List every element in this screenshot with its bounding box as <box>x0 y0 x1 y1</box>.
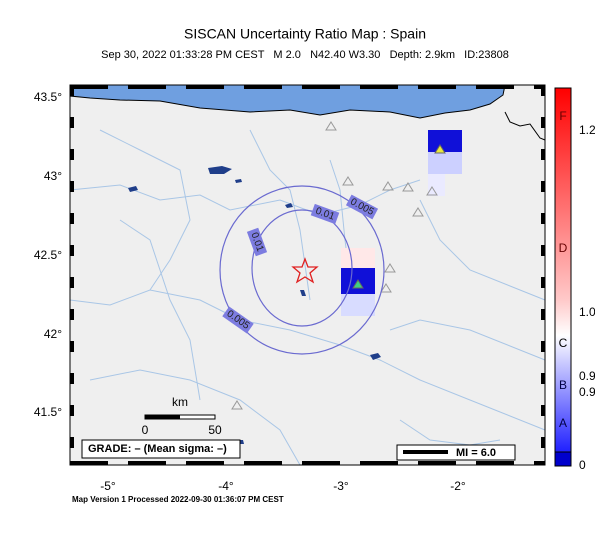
colorbar-label: 0.9 <box>579 369 595 383</box>
colorbar-label: 1.0 <box>579 305 595 319</box>
y-tick-label: 42° <box>44 327 62 341</box>
colorbar: F D C B A 1.2 1.0 0.9 0.9 0 <box>554 87 595 472</box>
y-tick-label: 43.5° <box>34 90 62 104</box>
scale-tick: 50 <box>208 423 222 437</box>
x-tick-label: -4° <box>218 479 234 493</box>
y-tick-label: 42.5° <box>34 248 62 262</box>
x-tick-label: -3° <box>333 479 349 493</box>
mi-text: MI = 6.0 <box>456 447 496 459</box>
colorbar-label: 1.2 <box>579 123 595 137</box>
grade-letter: F <box>559 109 566 123</box>
y-tick-label: 43° <box>44 169 62 183</box>
grade-letter: D <box>559 241 568 255</box>
grade-letter: B <box>559 378 567 392</box>
frame <box>69 84 546 466</box>
coast <box>504 111 546 141</box>
scale-unit: km <box>172 395 188 409</box>
colorbar-label: 0 <box>579 458 586 472</box>
scale-tick: 0 <box>142 423 149 437</box>
grade-letter: A <box>559 416 567 430</box>
grade-text: GRADE: – (Mean sigma: –) <box>88 443 227 455</box>
sea <box>69 84 506 119</box>
stations <box>231 121 446 410</box>
x-tick-label: -5° <box>100 479 116 493</box>
grade-letter: C <box>559 336 568 350</box>
colorbar-label: 0.9 <box>579 385 595 399</box>
land <box>70 85 545 465</box>
map-area: 0.01 0.005 0.01 0.005 km 0 50 GRADE: – (… <box>69 84 546 466</box>
x-tick-label: -2° <box>450 479 466 493</box>
grade-legend: GRADE: – (Mean sigma: –) <box>81 439 241 459</box>
uncertainty-cells <box>341 130 462 316</box>
rivers <box>69 129 546 466</box>
footer: Map Version 1 Processed 2022-09-30 01:36… <box>72 495 284 504</box>
axis-labels: -5° -4° -3° -2° 43.5° 43° 42.5° 42° 41.5… <box>34 90 466 493</box>
contours <box>219 185 385 355</box>
y-tick-label: 41.5° <box>34 405 62 419</box>
mi-legend: MI = 6.0 <box>396 444 516 461</box>
title: SISCAN Uncertainty Ratio Map : Spain <box>184 26 426 42</box>
epicenter-star <box>291 257 319 284</box>
scale-bar: km 0 50 <box>142 395 222 437</box>
subtitle: Sep 30, 2022 01:33:28 PM CEST M 2.0 N42.… <box>101 49 509 61</box>
